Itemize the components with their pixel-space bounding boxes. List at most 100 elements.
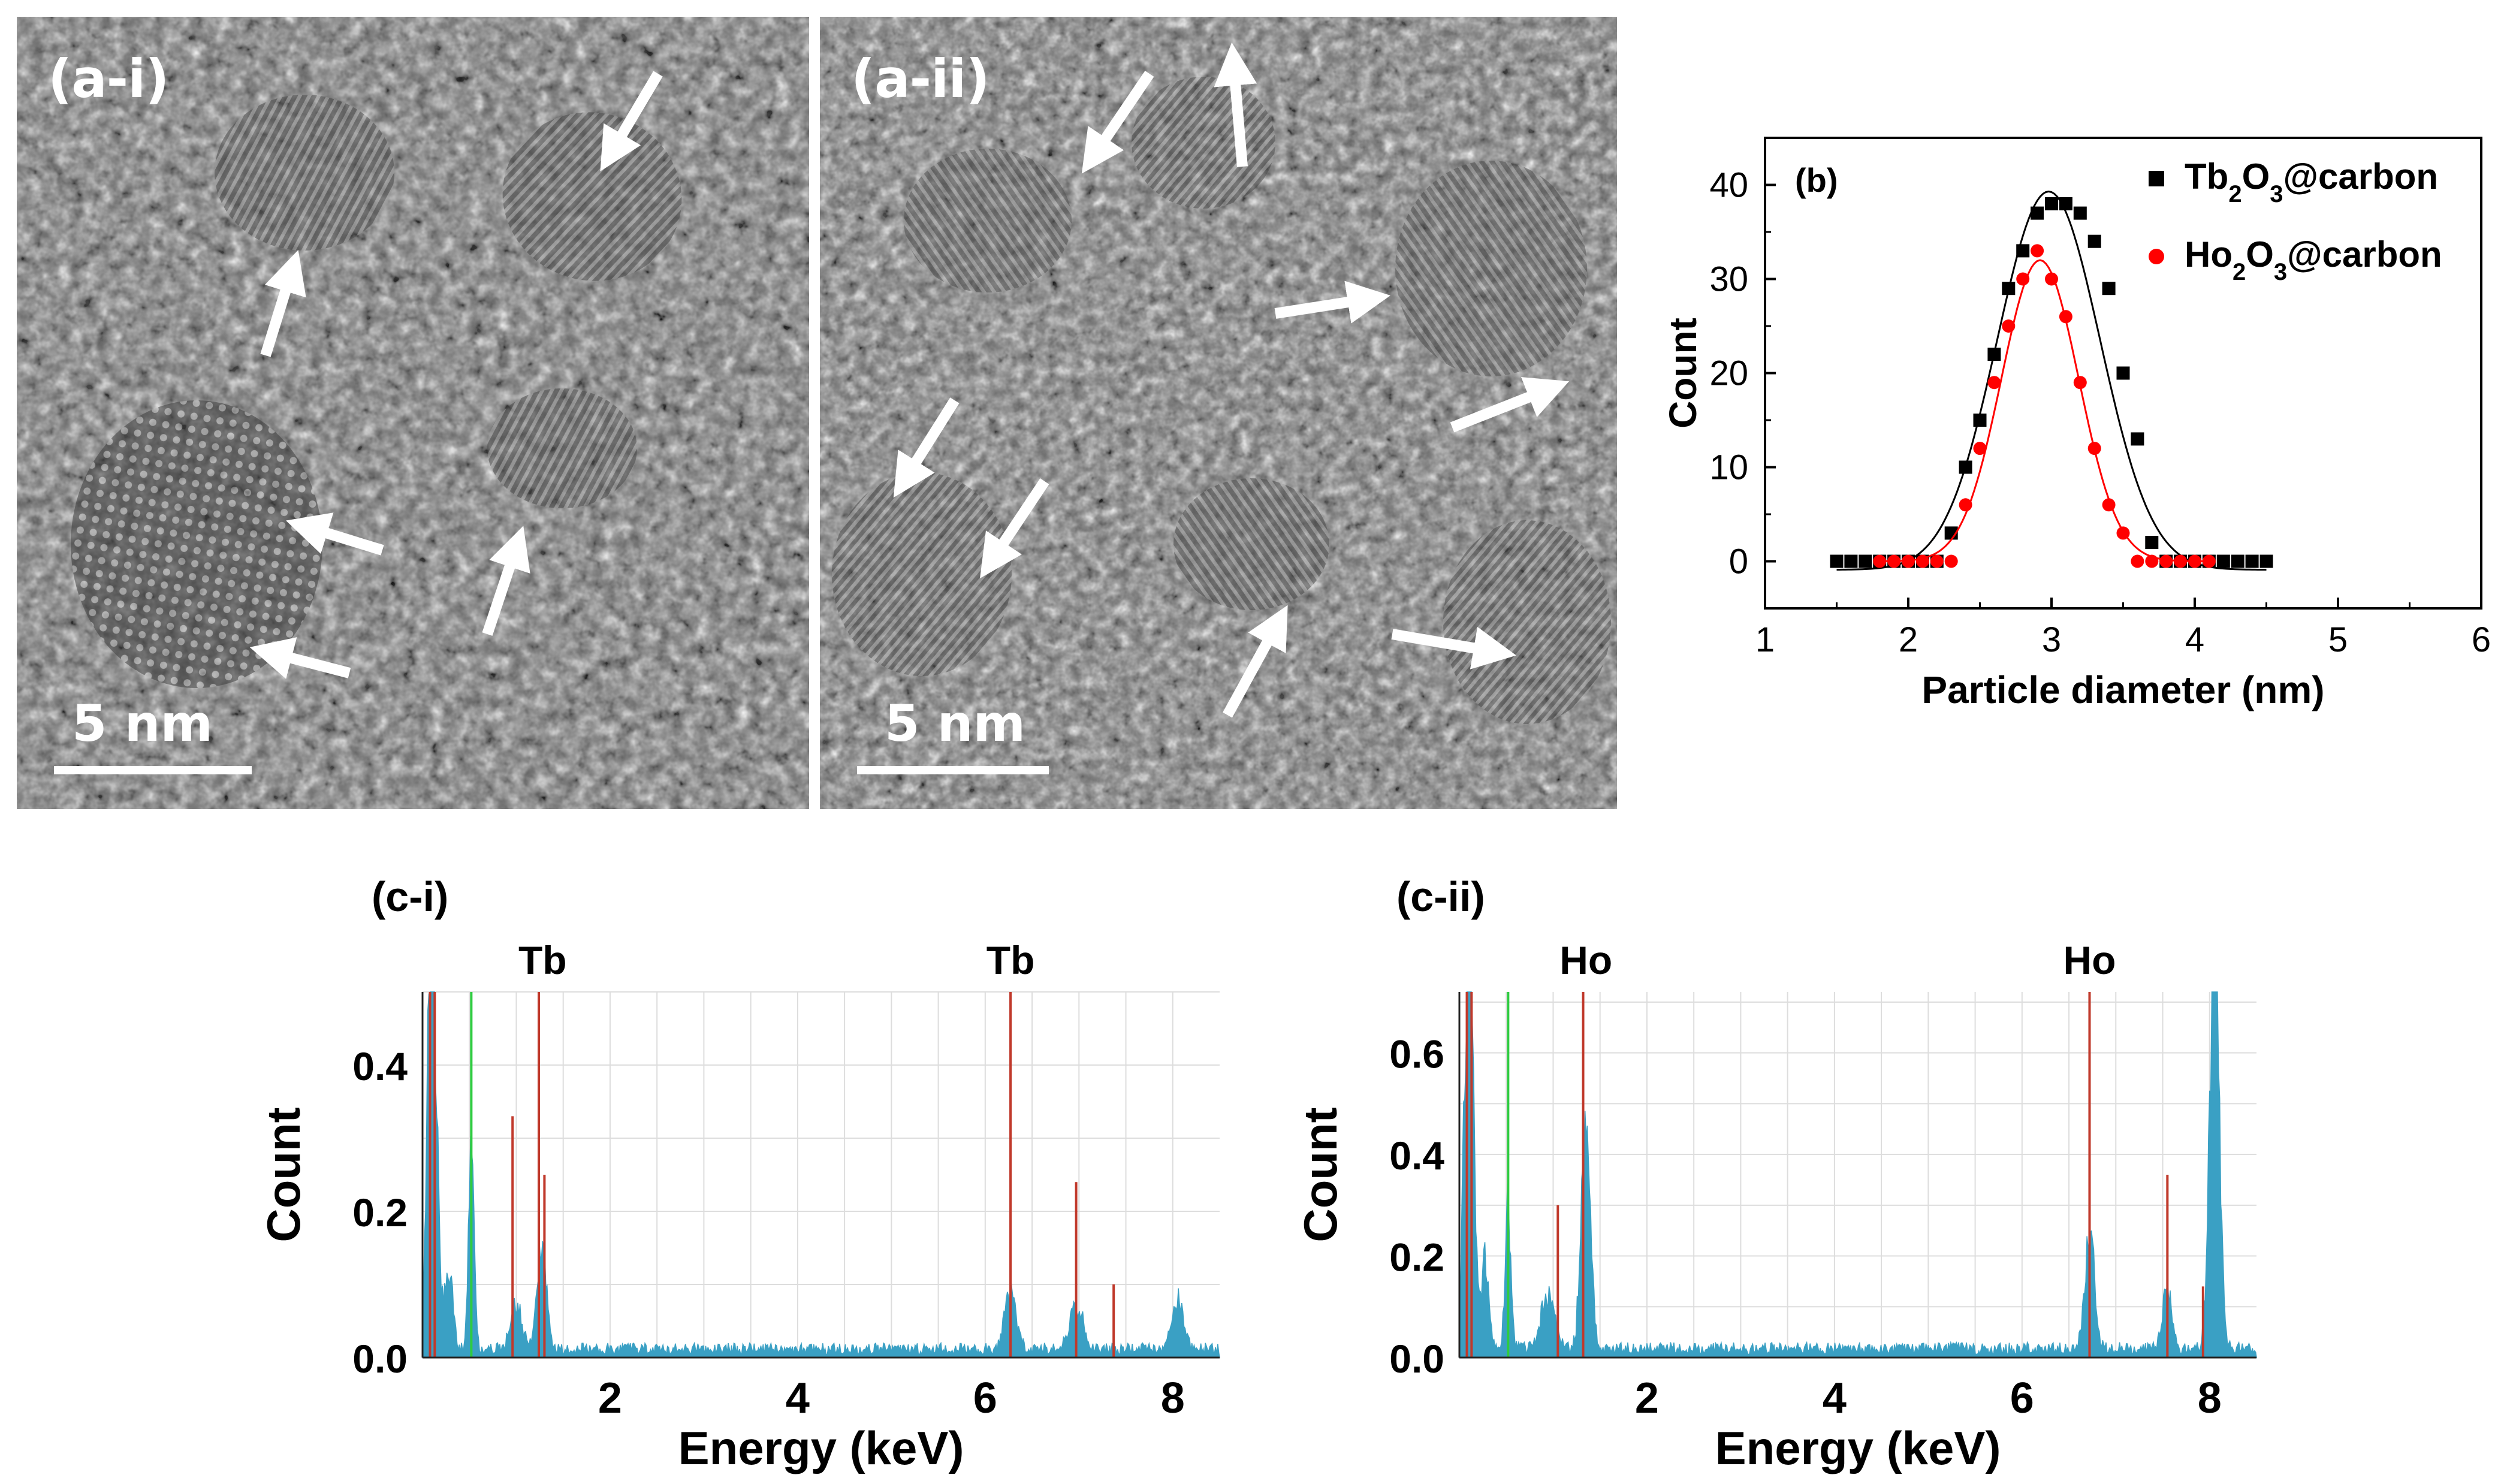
- peak-label: Tb: [986, 938, 1035, 982]
- data-point: [2102, 498, 2116, 512]
- x-axis-label: Particle diameter (nm): [1921, 668, 2324, 711]
- y-axis-label: Count: [1294, 1107, 1347, 1242]
- data-point: [1873, 554, 1887, 568]
- arrow: [1274, 280, 1391, 324]
- particle-size-chart: 1 2 3 4 5 6 0 10 20 30 40 Particle diameter (nm) Cou…: [1661, 137, 2491, 711]
- x-tick-label: 8: [2198, 1374, 2222, 1422]
- data-point: [2031, 244, 2044, 258]
- data-point: [2102, 282, 2116, 295]
- arrow: [1214, 42, 1257, 167]
- data-point: [1930, 554, 1944, 568]
- data-point: [2002, 319, 2016, 333]
- data-point: [1915, 554, 1929, 568]
- x-tick-label: 8: [1161, 1374, 1185, 1422]
- peak-label: Ho: [1559, 938, 1612, 982]
- arrow: [1081, 70, 1154, 174]
- x-tick-label: 6: [973, 1374, 997, 1422]
- arrow: [893, 397, 960, 498]
- spectrum-area: [1459, 991, 2257, 1358]
- y-tick-label: 30: [1709, 260, 1748, 299]
- data-point: [2059, 310, 2072, 324]
- arrow: [286, 512, 384, 556]
- y-tick-label: 0.0: [352, 1337, 408, 1381]
- y-tick-label: 20: [1709, 354, 1748, 393]
- data-point: [2216, 554, 2230, 568]
- y-tick-label: 0.2: [352, 1190, 408, 1235]
- panel-label: (a-ii): [851, 48, 990, 110]
- data-point: [1987, 348, 2001, 361]
- data-point: [2116, 366, 2130, 380]
- data-point: [2188, 554, 2201, 568]
- data-point: [2045, 197, 2058, 210]
- eds-spectrum-c-ii: 2 4 6 8 0.0 0.2 0.4 0.6 Energy (keV) Count (c-ii) H…: [1294, 873, 2257, 1474]
- data-point: [2016, 244, 2030, 258]
- data-point: [1887, 554, 1901, 568]
- data-point: [2145, 554, 2159, 568]
- data-point: [2202, 554, 2216, 568]
- data-point: [2245, 554, 2259, 568]
- scale-bar-label: 5 nm: [72, 694, 213, 753]
- arrow: [482, 526, 530, 636]
- x-axis-label: Energy (keV): [1715, 1422, 2001, 1474]
- x-tick-label: 3: [2042, 620, 2061, 659]
- data-point: [2087, 442, 2101, 456]
- data-point: [2131, 432, 2144, 446]
- data-point: [1959, 498, 1972, 512]
- y-tick-label: 0: [1729, 542, 1748, 581]
- x-axis-label: Energy (keV): [678, 1422, 964, 1474]
- x-tick-label: 2: [1635, 1374, 1659, 1422]
- spectrum-area: [422, 991, 1220, 1358]
- peak-label: Tb: [518, 938, 567, 982]
- data-point: [2116, 526, 2130, 540]
- arrow: [249, 637, 351, 679]
- data-point: [2031, 206, 2044, 220]
- x-tick-label: 5: [2328, 620, 2348, 659]
- panel-label: (c-i): [372, 873, 448, 920]
- panel-label: (b): [1795, 161, 1838, 199]
- arrow: [1450, 377, 1570, 433]
- x-tick-label: 6: [2472, 620, 2491, 659]
- y-axis-label: Count: [1661, 318, 1704, 429]
- data-point: [2131, 554, 2144, 568]
- panel-label: (c-ii): [1396, 873, 1485, 920]
- x-tick-label: 2: [1899, 620, 1918, 659]
- data-point: [1859, 554, 1872, 568]
- data-point: [1987, 376, 2001, 390]
- arrow: [260, 250, 306, 357]
- data-point: [2087, 234, 2101, 248]
- x-tick-label: 6: [2010, 1374, 2034, 1422]
- y-tick-label: 0.2: [1389, 1235, 1444, 1280]
- peak-label: Ho: [2063, 938, 2116, 982]
- data-point: [2073, 376, 2087, 390]
- data-point: [1844, 554, 1858, 568]
- data-point: [1973, 414, 1987, 427]
- x-tick-label: 4: [786, 1374, 810, 1422]
- fit-curve: [1880, 259, 2209, 562]
- tem-arrows-a-i: [249, 71, 663, 679]
- x-tick-label: 4: [2185, 620, 2204, 659]
- tem-arrows-a-ii: [893, 42, 1570, 718]
- panel-label: (a-i): [48, 48, 170, 110]
- data-point: [2159, 554, 2173, 568]
- legend-label: Ho2O3@carbon: [2185, 234, 2442, 285]
- scale-bar: [857, 766, 1049, 774]
- data-point: [2045, 272, 2058, 286]
- data-point: [1944, 554, 1958, 568]
- y-tick-label: 40: [1709, 166, 1748, 205]
- data-point: [1959, 460, 1972, 474]
- tem-image-a-ii: (a-ii) 5 nm: [820, 17, 1617, 809]
- arrow: [600, 71, 663, 171]
- eds-spectrum-c-i: 2 4 6 8 0.0 0.2 0.4 Energy (keV) Count (c-i) Tb Tb: [257, 873, 1220, 1474]
- legend-marker: [2149, 171, 2164, 186]
- legend-label: Tb2O3@carbon: [2185, 156, 2438, 207]
- y-axis-label: Count: [257, 1107, 310, 1242]
- data-point: [1902, 554, 1915, 568]
- y-tick-label: 0.6: [1389, 1032, 1444, 1076]
- arrow: [1223, 605, 1288, 718]
- data-point: [2174, 554, 2188, 568]
- x-tick-label: 2: [598, 1374, 622, 1422]
- data-point: [2145, 536, 2159, 550]
- y-tick-label: 0.4: [352, 1044, 408, 1088]
- tem-image-a-i: (a-i) 5 nm: [17, 17, 809, 809]
- x-tick-label: 4: [1823, 1374, 1847, 1422]
